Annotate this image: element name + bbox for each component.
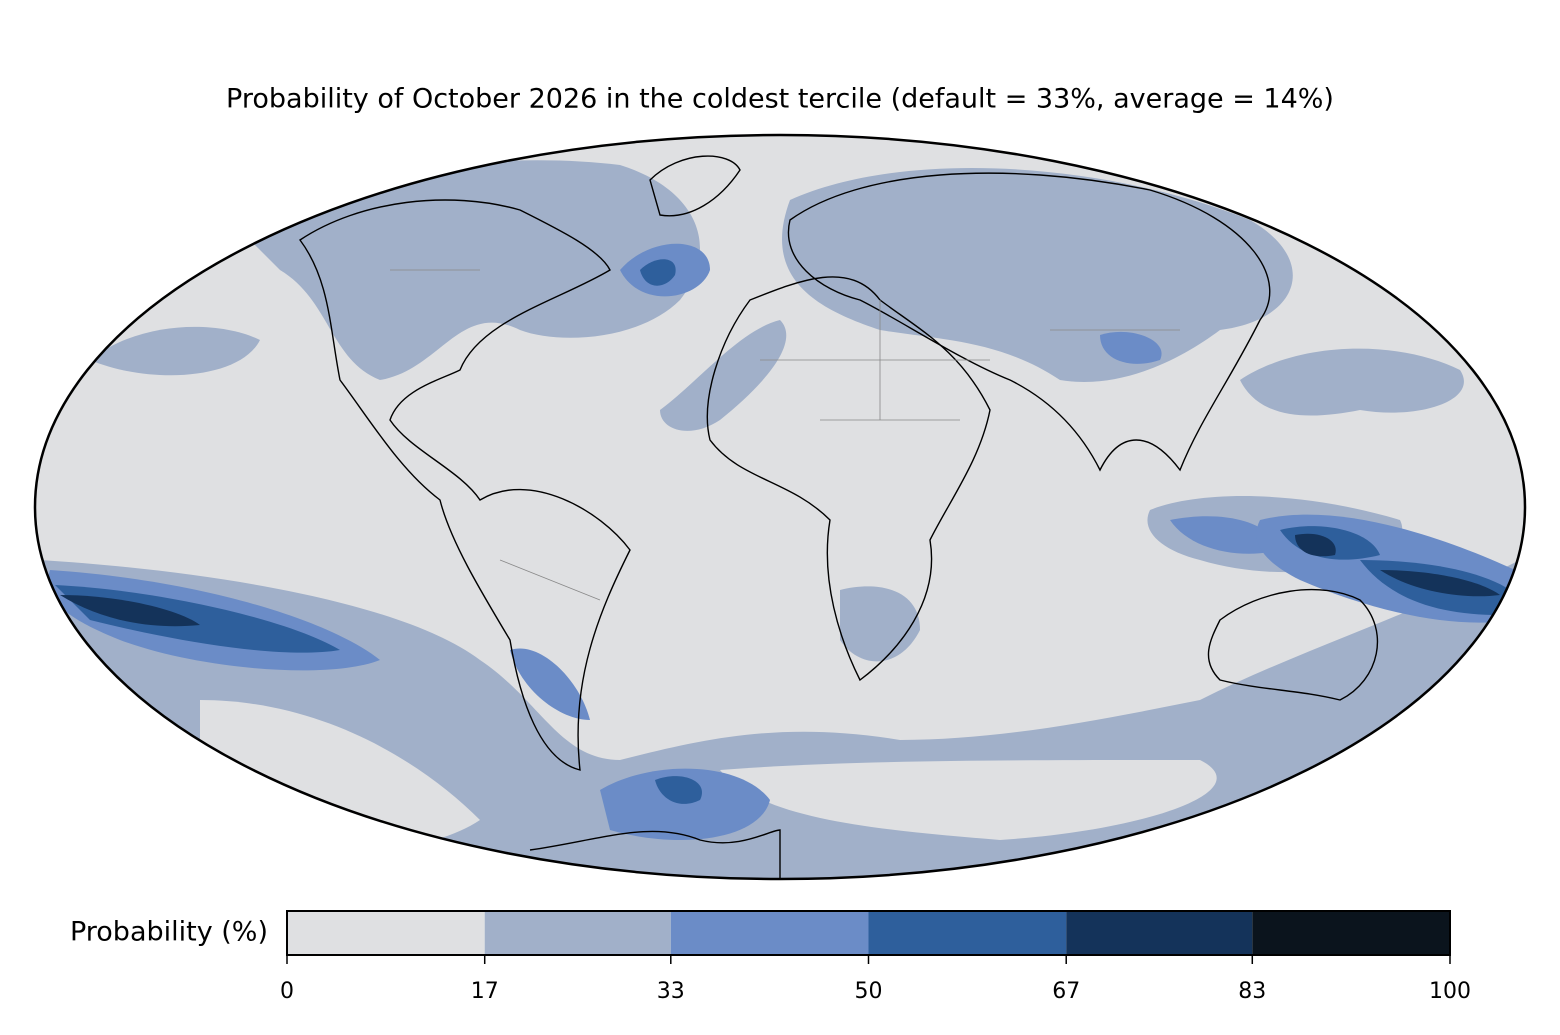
coastline [787, 172, 1271, 472]
region [600, 768, 770, 840]
tick-label: 17 [471, 979, 499, 1004]
region [510, 648, 590, 720]
map-frame [33, 133, 1527, 881]
colorbar-segment [1066, 911, 1253, 955]
border [390, 269, 1180, 601]
region [90, 326, 260, 376]
tick-label: 50 [855, 979, 883, 1004]
colorbar-segment [287, 911, 485, 955]
region [1295, 533, 1336, 557]
region [782, 167, 1293, 382]
colorbar: 0 17 33 50 67 83 100 [280, 910, 1471, 1004]
region [840, 586, 920, 662]
tick-label: 100 [1429, 979, 1471, 1004]
tick-label: 0 [280, 979, 294, 1004]
tick-label: 33 [657, 979, 685, 1004]
map [35, 135, 1525, 879]
tick-label: 83 [1238, 979, 1266, 1004]
colorbar-segment [868, 911, 1067, 955]
coastline [529, 829, 781, 879]
colorbar-segment [670, 911, 869, 955]
map-title: Probability of October 2026 in the colde… [226, 84, 1334, 115]
coastline [706, 276, 991, 682]
region [720, 760, 1217, 840]
region [1170, 516, 1280, 554]
colorbar-label: Probability (%) [70, 917, 268, 948]
tick-label: 67 [1052, 979, 1080, 1004]
region [1380, 570, 1500, 597]
coastline [298, 199, 631, 771]
region [60, 595, 200, 627]
coastline [1207, 588, 1379, 701]
coastline [649, 155, 741, 217]
colorbar-segment [484, 911, 671, 955]
region [640, 259, 676, 286]
region [660, 320, 787, 431]
region [655, 776, 702, 804]
region [1240, 348, 1464, 416]
region [1100, 331, 1162, 364]
colorbar-segment [1252, 911, 1450, 955]
